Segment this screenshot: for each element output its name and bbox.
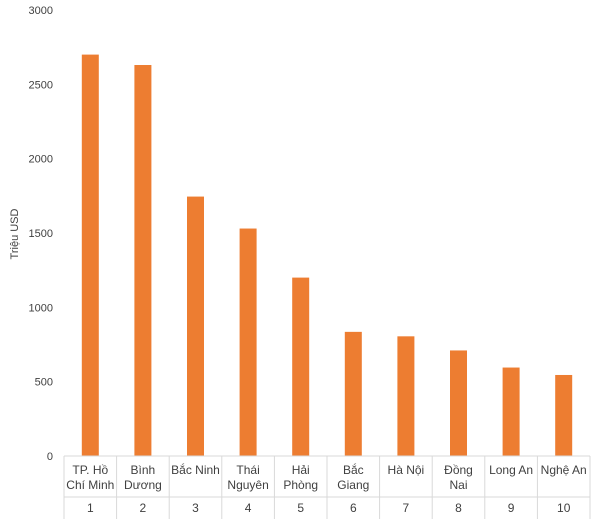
- category-label: Bình: [131, 463, 156, 477]
- bar: [397, 336, 415, 456]
- bar: [292, 277, 310, 456]
- category-label: Đồng: [444, 463, 473, 477]
- bar: [239, 228, 257, 456]
- bar: [555, 374, 573, 456]
- rank-label: 10: [557, 501, 571, 515]
- y-axis-title: Triệu USD: [9, 208, 21, 259]
- y-tick-label: 500: [35, 377, 53, 389]
- rank-label: 6: [350, 501, 357, 515]
- bar: [450, 350, 467, 456]
- rank-label: 3: [192, 501, 199, 515]
- category-label: Bắc: [343, 462, 364, 477]
- rank-label: 8: [455, 501, 462, 515]
- category-label: Chí Minh: [66, 478, 114, 492]
- category-label: Hải: [292, 463, 310, 477]
- y-tick-label: 1500: [29, 228, 53, 240]
- rank-label: 7: [403, 501, 410, 515]
- bar: [187, 196, 204, 456]
- bar: [81, 54, 99, 456]
- category-label: Thái: [236, 463, 259, 477]
- category-label: Phòng: [283, 478, 318, 492]
- y-tick-label: 2000: [29, 154, 53, 166]
- category-label: Dương: [124, 478, 162, 492]
- bars: [81, 54, 573, 457]
- rank-label: 9: [508, 501, 515, 515]
- rank-label: 4: [245, 501, 252, 515]
- category-label: Nguyên: [227, 478, 268, 492]
- bar: [344, 331, 362, 456]
- category-label: Giang: [337, 478, 369, 492]
- category-label: Hà Nội: [388, 463, 425, 477]
- category-label: Nghệ An: [541, 463, 587, 477]
- y-tick-label: 3000: [29, 5, 53, 17]
- bar: [502, 367, 520, 456]
- y-tick-label: 1000: [29, 302, 53, 314]
- y-axis-ticks: 0 500 1000 1500 2000 2500 3000: [29, 5, 53, 463]
- category-label: Bắc Ninh: [171, 462, 220, 477]
- y-tick-label: 2500: [29, 79, 53, 91]
- category-label: Long An: [489, 463, 533, 477]
- y-tick-label: 0: [47, 451, 53, 463]
- bar: [134, 65, 152, 457]
- category-label: TP. Hồ: [72, 463, 108, 477]
- rank-label: 2: [140, 501, 147, 515]
- rank-label: 5: [297, 501, 304, 515]
- x-axis-category-table: [63, 455, 591, 519]
- category-label: Nai: [449, 478, 467, 492]
- rank-label: 1: [87, 501, 94, 515]
